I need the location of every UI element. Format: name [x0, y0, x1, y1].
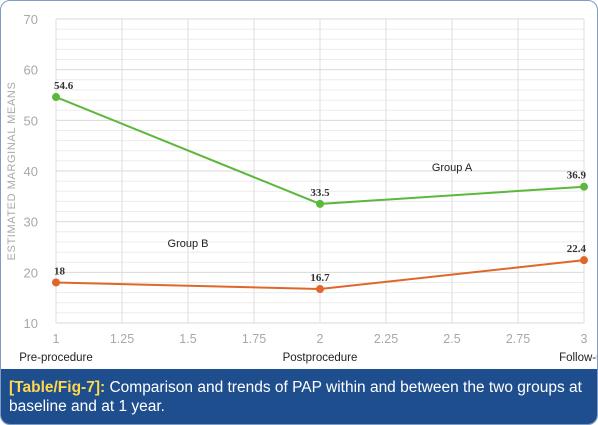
- category-label: Pre-procedure: [19, 352, 93, 364]
- x-tick-label: 1.75: [242, 332, 266, 346]
- caption-tag: [Table/Fig-7]:: [9, 379, 106, 396]
- category-label: Postprocedure: [283, 352, 358, 364]
- y-tick-label: 20: [24, 265, 38, 280]
- y-tick-label: 50: [24, 113, 38, 128]
- data-label: 33.5: [310, 187, 330, 199]
- caption-text: Comparison and trends of PAP within and …: [9, 379, 582, 415]
- data-label: 22.4: [567, 243, 587, 255]
- category-label: Follow-up: [559, 352, 597, 364]
- data-point: [52, 278, 60, 287]
- y-tick-label: 10: [24, 316, 38, 331]
- data-point: [580, 182, 588, 191]
- series-label: Group B: [168, 238, 209, 250]
- y-tick-label: 60: [24, 63, 38, 78]
- x-tick-label: 2: [317, 332, 324, 346]
- data-label: 36.9: [567, 170, 587, 182]
- data-point: [580, 256, 588, 265]
- data-point: [316, 285, 324, 294]
- line-chart: 10 20 30 40 50 60 70 1 1.25 1.5 1.75 2 2.25 2.5 2.75 3 P…: [6, 12, 597, 364]
- y-axis-title: ESTIMATED MARGINAL MEANS: [6, 82, 18, 261]
- series-label: Group A: [432, 162, 473, 174]
- chart-area: 10 20 30 40 50 60 70 1 1.25 1.5 1.75 2 2.25 2.5 2.75 3 P…: [1, 1, 597, 369]
- figure-caption: [Table/Fig-7]: Comparison and trends of …: [1, 369, 597, 424]
- y-tick-label: 70: [24, 12, 38, 27]
- data-label: 54.6: [54, 80, 74, 92]
- x-tick-label: 1.25: [110, 332, 134, 346]
- x-tick-label: 3: [581, 332, 588, 346]
- data-label: 18: [54, 265, 66, 277]
- data-point: [316, 199, 324, 208]
- x-tick-label: 2.75: [506, 332, 530, 346]
- x-tick-label: 1: [53, 332, 60, 346]
- data-label: 16.7: [310, 272, 330, 284]
- x-tick-label: 2.25: [374, 332, 398, 346]
- y-tick-label: 30: [24, 215, 38, 230]
- data-point: [52, 93, 60, 102]
- y-tick-label: 40: [24, 164, 38, 179]
- x-tick-label: 2.5: [443, 332, 460, 346]
- x-tick-label: 1.5: [179, 332, 196, 346]
